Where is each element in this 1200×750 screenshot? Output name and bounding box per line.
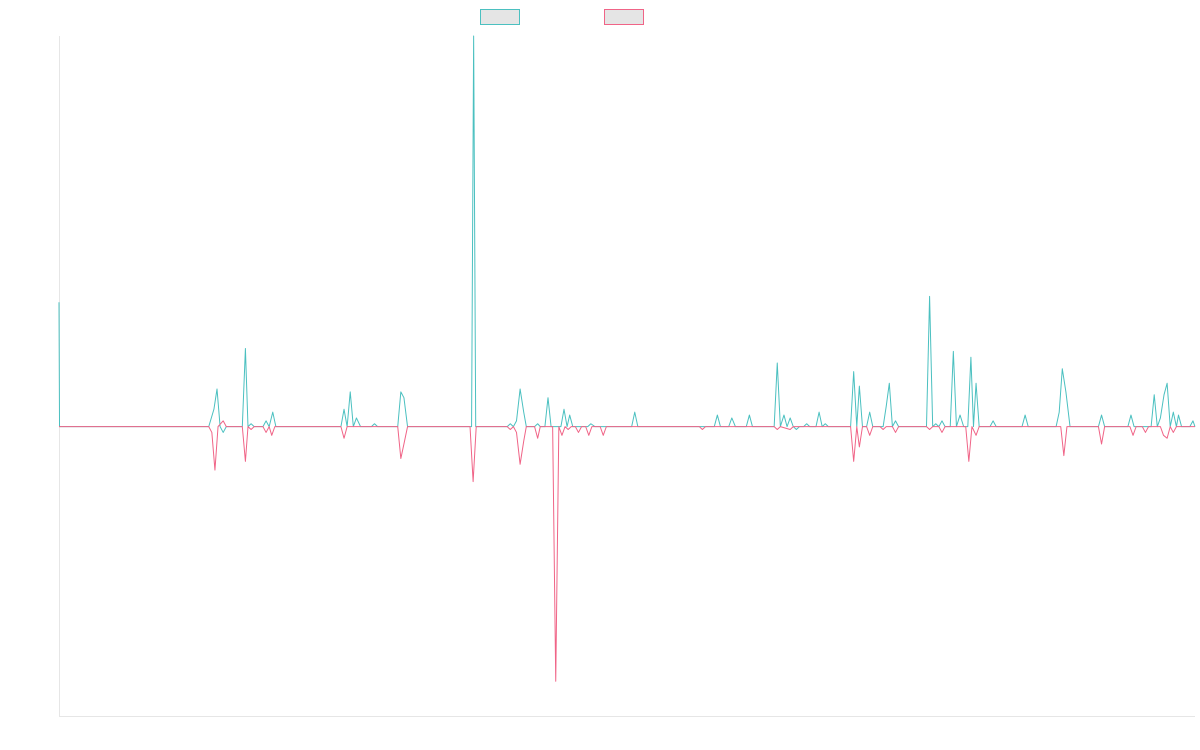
- series-2-line: [59, 420, 1195, 682]
- series-1: [58, 35, 1196, 433]
- series-1-line: [58, 35, 1196, 433]
- series-layer: [58, 35, 1196, 682]
- legend-item-series-2[interactable]: [604, 9, 644, 25]
- legend-item-series-1[interactable]: [480, 9, 520, 25]
- series-2: [59, 420, 1195, 682]
